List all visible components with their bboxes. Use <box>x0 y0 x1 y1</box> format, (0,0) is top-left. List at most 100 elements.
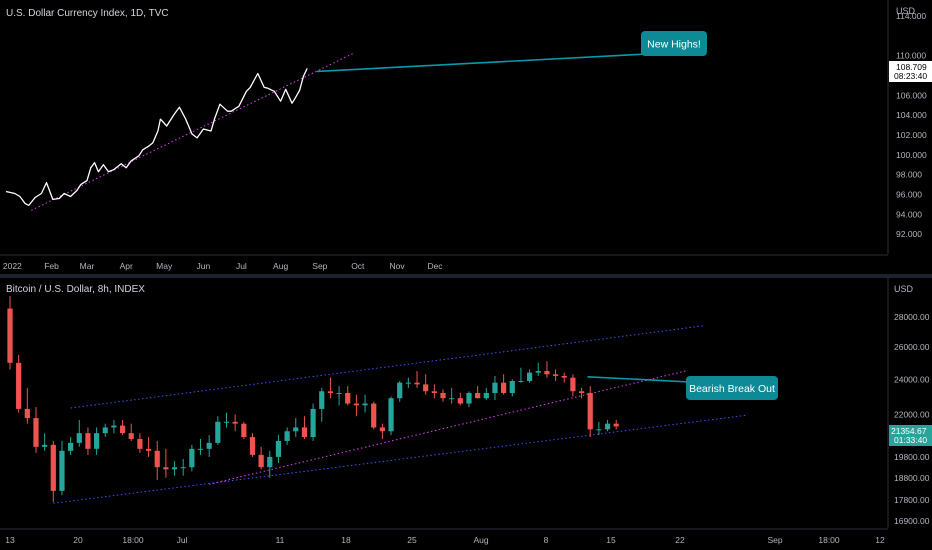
btc-support-trendline[interactable] <box>209 370 686 485</box>
btc-candle-body <box>111 425 117 428</box>
btc-candle <box>483 387 489 400</box>
btc-time-tick-label: 15 <box>606 535 616 545</box>
btc-time-tick-label: Jul <box>177 535 188 545</box>
btc-candle <box>267 450 273 478</box>
btc-price-tick-label: 17800.00 <box>894 495 930 505</box>
btc-candle <box>189 444 195 472</box>
btc-price-tick-label: 16900.00 <box>894 516 930 526</box>
btc-candle <box>527 369 533 383</box>
btc-candle-body <box>50 444 56 491</box>
btc-candle-body <box>440 392 446 399</box>
btc-candle <box>345 386 351 406</box>
btc-candle-body <box>587 392 593 430</box>
btc-candle <box>154 440 160 480</box>
btc-candle-body <box>223 421 230 423</box>
btc-candle-body <box>33 418 39 447</box>
btc-candle-body <box>258 454 264 468</box>
dxy-price-tick-label: 96.000 <box>896 189 922 199</box>
btc-price-tick-label: 19800.00 <box>894 452 930 462</box>
btc-candle-body <box>578 391 585 393</box>
btc-candle <box>76 419 82 447</box>
dxy-data-point <box>196 137 198 139</box>
dxy-time-tick-label: Feb <box>44 261 59 271</box>
dxy-data-point <box>284 88 286 90</box>
dxy-data-point <box>19 195 21 197</box>
btc-annotation-box[interactable] <box>686 376 778 400</box>
dxy-data-point <box>93 162 95 164</box>
dxy-data-point <box>245 90 247 92</box>
btc-candle-body <box>301 427 308 438</box>
btc-candle-body <box>423 384 429 392</box>
btc-candle <box>171 460 178 476</box>
dxy-price-line[interactable] <box>5 68 308 207</box>
dxy-data-point <box>210 130 212 132</box>
btc-candle-body <box>613 423 619 427</box>
btc-candle-body <box>466 392 472 404</box>
btc-candle-body <box>128 433 134 439</box>
btc-channel-lower-line[interactable] <box>53 414 747 504</box>
pane-separator[interactable] <box>0 274 932 278</box>
dxy-last-price: 108.709 <box>896 62 927 72</box>
btc-candle <box>561 372 567 383</box>
btc-candle-body <box>509 380 515 393</box>
btc-last-price: 21354.67 <box>891 426 927 436</box>
btc-candle <box>431 384 437 399</box>
btc-candle-body <box>59 450 65 491</box>
dxy-data-point <box>58 197 60 199</box>
dxy-last-price-box <box>889 61 932 82</box>
btc-candle-body <box>353 403 359 406</box>
btc-candle <box>128 423 134 441</box>
dxy-data-point <box>28 204 30 206</box>
dxy-annotation-box[interactable] <box>641 31 707 56</box>
dxy-data-point <box>40 192 42 194</box>
btc-candle-body <box>457 398 463 404</box>
btc-countdown: 01:33:40 <box>894 435 927 445</box>
dxy-time-axis[interactable]: 2022 Feb Mar Apr May Jun Jul Aug Sep Oct Nov Dec <box>3 261 443 271</box>
btc-candle-body <box>379 427 385 432</box>
btc-candle <box>102 423 108 438</box>
btc-candle <box>85 427 91 455</box>
dxy-last-price-tag: 108.709 08:23:40 <box>889 61 932 82</box>
dxy-price-tick-label: 100.000 <box>896 150 927 160</box>
btc-candle-body <box>180 467 186 469</box>
btc-candle-body <box>371 403 377 428</box>
dxy-data-point <box>273 90 275 92</box>
dxy-plot-area[interactable]: New Highs! <box>5 31 707 211</box>
btc-candle <box>33 407 39 453</box>
dxy-data-point <box>157 130 159 132</box>
btc-candle <box>163 448 169 478</box>
btc-candle-body <box>388 398 394 432</box>
btc-candle <box>423 374 429 395</box>
btc-candle-body <box>215 421 221 443</box>
dxy-data-point <box>90 167 92 169</box>
dxy-time-tick-label: Dec <box>427 261 443 271</box>
btc-candle-body <box>319 391 325 409</box>
btc-candle-body <box>189 448 195 468</box>
btc-candle <box>137 433 143 453</box>
btc-candle-body <box>206 442 212 449</box>
btc-candle <box>180 458 186 476</box>
dxy-currency-label: USD <box>896 6 916 16</box>
btc-candle-body <box>414 382 420 385</box>
btc-candle-body <box>241 423 247 438</box>
dxy-data-point <box>141 149 143 151</box>
btc-candle <box>552 369 559 381</box>
btc-candle <box>275 435 282 464</box>
btc-time-axis[interactable]: 13 20 18:00 Jul 11 18 25 Aug 8 15 22 Sep 18:00 12 <box>5 535 885 545</box>
btc-time-tick-label: 22 <box>675 535 685 545</box>
btc-candle <box>301 416 308 439</box>
btc-price-axis[interactable]: 16900.00 17800.00 18800.00 19800.00 22000.00… <box>894 312 930 526</box>
dxy-pane[interactable]: U.S. Dollar Currency Index, 1D, TVC New … <box>5 0 932 254</box>
btc-candle-body <box>42 444 48 447</box>
btc-pane[interactable]: Bitcoin / U.S. Dollar, 8h, INDEX Bearish… <box>6 278 932 528</box>
btc-candle <box>613 419 619 430</box>
btc-candle <box>145 437 152 457</box>
btc-candle <box>371 401 377 430</box>
btc-candle <box>223 412 230 428</box>
btc-candle <box>388 396 394 436</box>
btc-candle <box>206 435 212 457</box>
btc-candle <box>518 367 524 383</box>
btc-plot-area[interactable]: Bearish Break Out <box>7 296 778 504</box>
btc-candle <box>232 414 238 432</box>
dxy-data-point <box>279 100 281 102</box>
